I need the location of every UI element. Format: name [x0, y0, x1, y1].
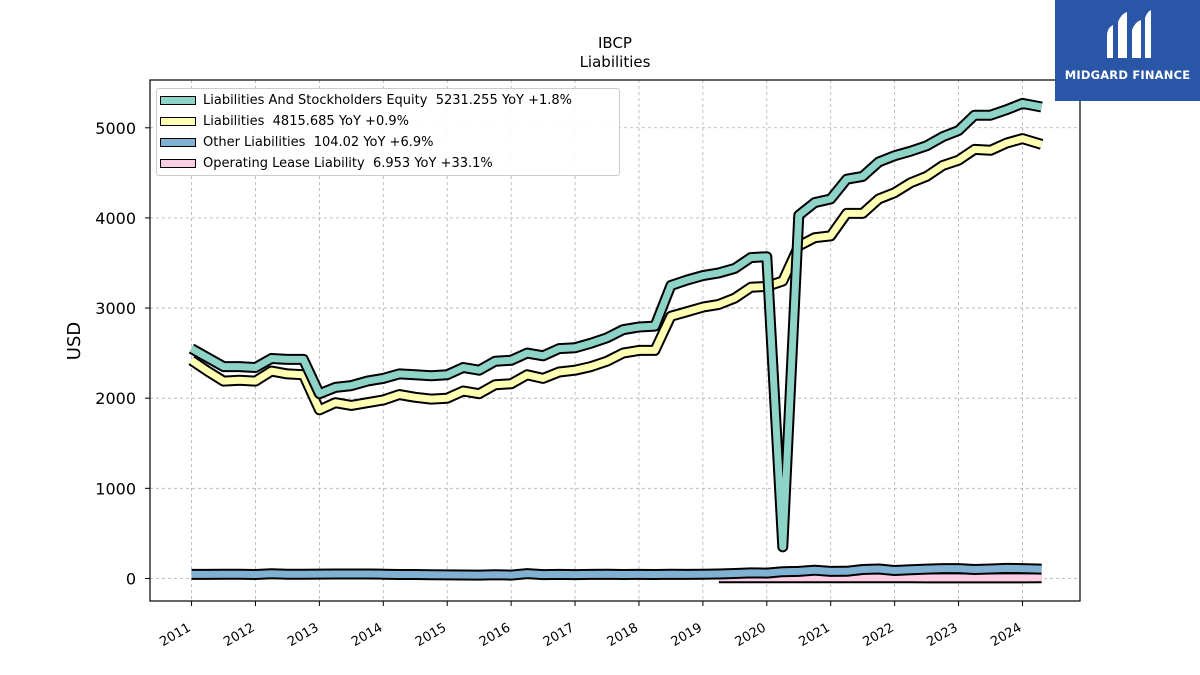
brand-logo: MIDGARD FINANCE: [1055, 0, 1200, 101]
y-tick-label: 2000: [95, 389, 136, 408]
legend-swatch-equity: [160, 95, 196, 105]
y-tick-label: 4000: [95, 209, 136, 228]
legend-item-operating-lease: Operating Lease Liability 6.953 YoY +33.…: [157, 154, 493, 172]
legend-swatch-liabilities: [160, 116, 196, 126]
x-tick-label: 2017: [541, 620, 577, 650]
y-tick-label: 0: [126, 569, 136, 588]
x-tick-label: 2023: [924, 620, 960, 650]
y-axis: 0 1000 2000 3000 4000 5000: [95, 119, 150, 588]
x-tick-label: 2018: [605, 620, 641, 650]
legend-item-liabilities: Liabilities 4815.685 YoY +0.9%: [157, 112, 409, 130]
x-tick-label: 2016: [477, 620, 513, 650]
legend-swatch-other-liabilities: [160, 137, 196, 147]
series-line-liabilities-and-stockholders-equity: [189, 99, 1043, 551]
x-tick-label: 2012: [221, 620, 257, 650]
series-layer: [188, 97, 1044, 584]
series-line-liabilities: [189, 135, 1043, 414]
y-tick-label: 3000: [95, 299, 136, 318]
x-tick-label: 2014: [349, 620, 385, 650]
series-line-other-liabilities: [191, 564, 1042, 579]
brand-name: MIDGARD FINANCE: [1064, 68, 1191, 82]
legend-label-other-liabilities: Other Liabilities 104.02 YoY +6.9%: [203, 134, 434, 150]
legend-label-equity: Liabilities And Stockholders Equity 5231…: [203, 92, 573, 108]
x-tick-label: 2011: [157, 620, 193, 650]
legend-label-operating-lease: Operating Lease Liability 6.953 YoY +33.…: [203, 155, 493, 171]
legend-swatch-operating-lease: [160, 158, 196, 168]
x-tick-label: 2021: [797, 620, 833, 650]
x-tick-label: 2013: [285, 620, 321, 650]
y-tick-label: 1000: [95, 479, 136, 498]
chart-subtitle: Liabilities: [580, 53, 651, 71]
legend-label-liabilities: Liabilities 4815.685 YoY +0.9%: [203, 113, 409, 129]
x-tick-label: 2015: [413, 620, 449, 650]
y-axis-label: USD: [64, 322, 85, 360]
plot-frame: [149, 79, 1081, 602]
x-tick-label: 2019: [669, 620, 705, 650]
brand-logo-icon: [1107, 10, 1151, 58]
x-tick-label: 2020: [733, 620, 769, 650]
legend: Liabilities And Stockholders Equity 5231…: [156, 88, 620, 176]
x-tick-label: 2022: [860, 620, 896, 650]
y-tick-label: 5000: [95, 119, 136, 138]
legend-item-equity: Liabilities And Stockholders Equity 5231…: [157, 91, 572, 109]
legend-item-other-liabilities: Other Liabilities 104.02 YoY +6.9%: [157, 133, 433, 151]
x-tick-label: 2024: [988, 620, 1024, 650]
x-axis: 2011 2012 2013 2014 2015 2016 2017 2018 2019 2020…: [157, 601, 1024, 650]
chart-title: IBCP: [598, 34, 632, 52]
